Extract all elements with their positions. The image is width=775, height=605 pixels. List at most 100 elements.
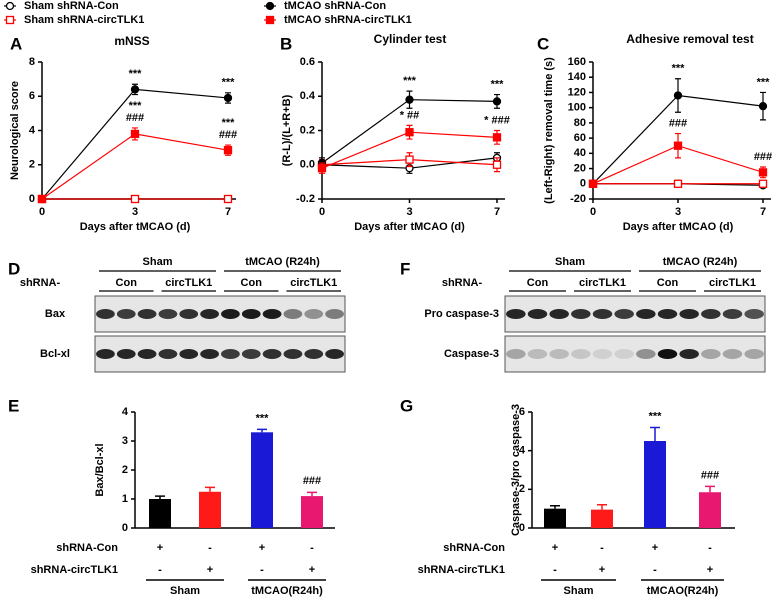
condition-mark: + — [552, 542, 558, 554]
y-tick-label: 2 — [122, 464, 128, 476]
error-bar — [650, 426, 660, 441]
x-tick-label: 0 — [39, 206, 45, 218]
blot-band — [592, 309, 613, 319]
condition-mark: - — [208, 542, 212, 554]
condition-mark: + — [652, 542, 658, 554]
bar — [149, 499, 171, 528]
error-bar — [205, 486, 215, 492]
condition-label: shRNA-Con — [56, 542, 118, 554]
x-tick-label: 0 — [319, 206, 325, 218]
y-tick-label: 0.2 — [300, 124, 315, 136]
blot-strip — [504, 335, 766, 373]
condition-mark: + — [259, 542, 265, 554]
legend-label: Sham shRNA-Con — [24, 0, 119, 12]
annotation: *** — [222, 77, 236, 89]
blot-band — [657, 349, 678, 359]
bar — [699, 492, 721, 528]
annotation: ### — [126, 112, 144, 124]
condition-mark: - — [708, 542, 712, 554]
marker — [5, 15, 15, 25]
blot-band — [701, 309, 721, 319]
row-label: shRNA- — [442, 277, 483, 289]
band-label: Pro caspase-3 — [424, 308, 499, 320]
annotation: * ## — [400, 109, 420, 121]
panel-letter: G — [400, 396, 413, 415]
blot-band — [262, 349, 282, 359]
y-tick-label: -20 — [570, 193, 586, 205]
blot-band — [506, 309, 526, 319]
annotation: *** — [222, 117, 236, 129]
blot-band — [506, 349, 526, 359]
marker — [223, 194, 233, 204]
lane-label: Con — [241, 277, 263, 289]
annotation: *** — [491, 78, 505, 90]
annotation: ### — [303, 475, 321, 487]
blot-band — [549, 309, 569, 319]
annotation: *** — [403, 75, 417, 87]
condition-mark: - — [158, 564, 162, 576]
marker — [492, 97, 502, 106]
error-bar — [597, 504, 607, 510]
y-tick-label: 0.4 — [300, 90, 316, 102]
marker — [405, 128, 414, 137]
legend-label: tMCAO shRNA-circTLK1 — [284, 14, 412, 26]
blot-band — [325, 349, 344, 359]
lane-label: Con — [116, 277, 138, 289]
panel-letter: B — [280, 34, 292, 53]
bar — [199, 491, 221, 528]
blot-band — [137, 349, 157, 359]
condition-mark: - — [600, 542, 604, 554]
error-bar — [257, 428, 267, 433]
group-label: tMCAO(R24h) — [647, 585, 719, 597]
marker — [130, 194, 140, 204]
panel-letter: C — [537, 34, 549, 53]
marker — [5, 1, 15, 11]
y-axis-label: (Left-Right) removal time (s) — [543, 57, 555, 204]
group-label: Sham — [170, 585, 200, 597]
panel-letter: A — [10, 34, 22, 53]
y-tick-label: 4 — [519, 445, 526, 457]
legend-label: tMCAO shRNA-Con — [284, 0, 386, 12]
annotation: ### — [754, 151, 772, 163]
y-tick-label: 6 — [29, 90, 35, 102]
group-label: tMCAO(R24h) — [251, 585, 323, 597]
lane-label: Con — [657, 277, 679, 289]
blot-band — [744, 349, 764, 359]
x-tick-label: 7 — [225, 206, 231, 218]
lane-label: Con — [527, 277, 549, 289]
y-axis-label: (R-L)/(L+R+B) — [281, 94, 293, 166]
group-label: Sham — [143, 256, 173, 268]
marker — [37, 194, 47, 204]
blot-band — [96, 309, 115, 319]
error-bar — [550, 505, 560, 509]
y-axis-label: Neurological score — [9, 81, 21, 180]
annotation: ### — [219, 129, 237, 141]
marker — [405, 95, 414, 104]
blot-band — [679, 309, 699, 319]
y-tick-label: 4 — [122, 406, 129, 418]
annotation: *** — [757, 76, 771, 88]
x-tick-label: 0 — [590, 206, 596, 218]
y-tick-label: 20 — [574, 162, 586, 174]
marker — [758, 179, 768, 188]
band-label: Caspase-3 — [444, 348, 499, 360]
condition-mark: + — [707, 564, 713, 576]
marker — [130, 85, 140, 94]
annotation: *** — [649, 410, 663, 422]
error-bar — [307, 491, 317, 497]
blot-band — [304, 309, 324, 319]
blot-band — [283, 309, 303, 319]
blot-band — [657, 309, 678, 319]
marker — [673, 91, 683, 100]
y-tick-label: 100 — [568, 102, 586, 114]
blot-band — [179, 349, 199, 359]
chart-title: Adhesive removal test — [626, 32, 753, 46]
lane-label: circTLK1 — [709, 277, 756, 289]
blot-band — [96, 349, 115, 359]
annotation: * ### — [484, 114, 510, 126]
blot-strip — [504, 295, 766, 333]
blot-band — [200, 349, 219, 359]
y-tick-label: 40 — [574, 147, 586, 159]
condition-label: shRNA-circTLK1 — [418, 564, 505, 576]
marker — [673, 141, 683, 150]
